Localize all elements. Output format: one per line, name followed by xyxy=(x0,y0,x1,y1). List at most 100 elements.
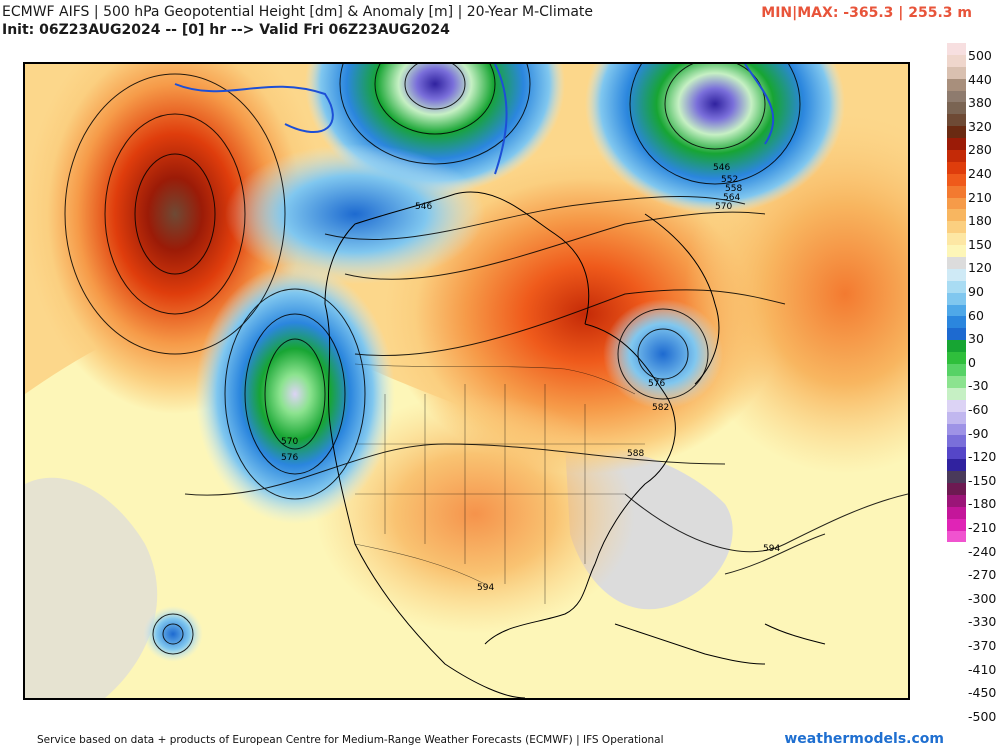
greenland-low-anomaly xyxy=(585,64,845,214)
colorbar-tick-label: -330 xyxy=(968,614,997,630)
contour-label-564: 564 xyxy=(723,193,740,203)
colorbar-swatch xyxy=(947,268,966,281)
colorbar-swatch xyxy=(947,257,966,269)
contour-label-576-ne: 576 xyxy=(648,379,665,389)
colorbar-swatch xyxy=(947,185,966,198)
colorbar-swatch xyxy=(947,90,966,103)
colorbar-swatch xyxy=(947,150,966,162)
minmax-readout: MIN|MAX: -365.3 | 255.3 m xyxy=(761,5,972,21)
colorbar-swatch xyxy=(947,126,966,139)
colorbar-tick-label: 240 xyxy=(968,166,992,181)
colorbar-swatch xyxy=(947,280,966,293)
colorbar-tick-label: 320 xyxy=(968,118,992,134)
contour-label-570-wc: 570 xyxy=(281,437,298,447)
contour-label-546-gl: 546 xyxy=(713,163,730,173)
coastlines xyxy=(324,191,826,698)
colorbar-tick-label: 440 xyxy=(968,71,992,87)
colorbar-swatch xyxy=(947,471,966,483)
init-valid-line: Init: 06Z23AUG2024 -- [0] hr --> Valid F… xyxy=(2,22,450,38)
colorbar-swatch xyxy=(947,375,966,388)
colorbar-tick-label: 120 xyxy=(968,260,992,276)
pacific-cutoff-anomaly xyxy=(143,606,203,662)
colorbar-swatch xyxy=(947,399,966,412)
brand-link[interactable]: weathermodels.com xyxy=(784,731,944,747)
colorbar-tick-label: -410 xyxy=(968,661,997,677)
colorbar-tick-label: -270 xyxy=(968,567,997,583)
reference-contour-east xyxy=(744,64,775,145)
colorbar-swatch xyxy=(947,197,966,210)
southern-us-warm-anomaly xyxy=(315,394,635,634)
colorbar-swatch xyxy=(947,482,966,495)
colorbar-tick-label: 90 xyxy=(968,284,984,299)
reference-contour-central xyxy=(494,64,508,175)
contour-label-570-gl: 570 xyxy=(715,202,732,212)
colorbar-swatch xyxy=(947,102,966,115)
colorbar-tick-label: -150 xyxy=(968,472,997,488)
colorbar-swatch xyxy=(947,447,966,460)
colorbar-tick-label: 280 xyxy=(968,142,992,158)
colorbar-tick-label: 150 xyxy=(968,236,992,252)
colorbar-tick-label: -120 xyxy=(968,449,997,465)
colorbar-tick-label: 0 xyxy=(968,354,976,370)
colorbar-swatch xyxy=(947,506,966,519)
contour-label-594-atl: 594 xyxy=(763,544,780,554)
colorbar-swatch xyxy=(947,411,966,424)
maritimes-low-anomaly xyxy=(603,299,723,409)
colorbar-tick-label: -240 xyxy=(968,543,997,559)
contour-label-576-wc: 576 xyxy=(281,453,298,463)
contour-label-588: 588 xyxy=(627,449,644,459)
colorbar-swatch xyxy=(947,292,966,305)
contour-label-546-hb: 546 xyxy=(415,202,432,212)
colorbar-swatch xyxy=(947,352,966,365)
colorbar-tick-label: 380 xyxy=(968,95,992,111)
colorbar-tick-label: 30 xyxy=(968,331,984,347)
contour-label-552: 552 xyxy=(721,175,738,185)
colorbar-swatch xyxy=(947,459,966,472)
colorbar-tick-label: -450 xyxy=(968,685,997,701)
colorbar-swatch xyxy=(947,43,966,55)
colorbar-swatch xyxy=(947,435,966,448)
map-svg: 546 552 558 564 570 546 570 576 588 594 … xyxy=(25,64,908,698)
colorbar-tick-label: 180 xyxy=(968,213,992,229)
colorbar-tick-label: -500 xyxy=(968,708,997,724)
colorbar-tick-label: -60 xyxy=(968,402,989,417)
colorbar-tick-label: 210 xyxy=(968,189,992,205)
colorbar-tick-label: 60 xyxy=(968,307,984,323)
colorbar-swatch xyxy=(947,518,966,531)
colorbar-swatch xyxy=(947,138,966,151)
contour-label-582-ne: 582 xyxy=(652,403,669,413)
political-borders xyxy=(354,363,645,604)
colorbar-swatch xyxy=(947,423,966,436)
northwest-canada-trough-anomaly xyxy=(225,144,485,284)
contour-labels: 546 552 558 564 570 546 570 576 588 594 … xyxy=(281,163,780,593)
colorbar-tick-label: -180 xyxy=(968,496,997,512)
colorbar-tick-label: -370 xyxy=(968,638,997,653)
neutral-pacific-patch xyxy=(25,477,158,698)
colorbar-swatch xyxy=(947,387,966,400)
colorbar-tick-label: -300 xyxy=(968,590,997,606)
colorbar-swatch xyxy=(947,161,966,174)
colorbar-swatch xyxy=(947,340,966,353)
contour-label-594-gulf: 594 xyxy=(477,583,494,593)
colorbar-tick-label: -210 xyxy=(968,520,997,535)
chart-title: ECMWF AIFS | 500 hPa Geopotential Height… xyxy=(2,4,594,20)
colorbar-swatch xyxy=(947,316,966,329)
anomaly-colorbar xyxy=(947,43,966,543)
colorbar-swatch xyxy=(947,173,966,186)
colorbar-swatch xyxy=(947,54,966,67)
colorbar-swatch xyxy=(947,494,966,507)
colorbar-swatch xyxy=(947,66,966,79)
colorbar-swatch xyxy=(947,304,966,317)
west-coast-trough-anomaly xyxy=(195,264,395,524)
colorbar-swatch xyxy=(947,328,966,341)
contour-label-558: 558 xyxy=(725,184,742,194)
height-contours xyxy=(64,64,908,655)
colorbar-swatch xyxy=(947,233,966,246)
reference-contour-west xyxy=(174,83,334,134)
colorbar-swatch xyxy=(947,78,966,91)
colorbar-swatch xyxy=(947,364,966,376)
anomaly-map: 546 552 558 564 570 546 570 576 588 594 … xyxy=(23,62,910,700)
colorbar-tick-label: 500 xyxy=(968,48,992,63)
colorbar-tick-label: -30 xyxy=(968,378,989,394)
colorbar-swatch xyxy=(947,530,966,543)
